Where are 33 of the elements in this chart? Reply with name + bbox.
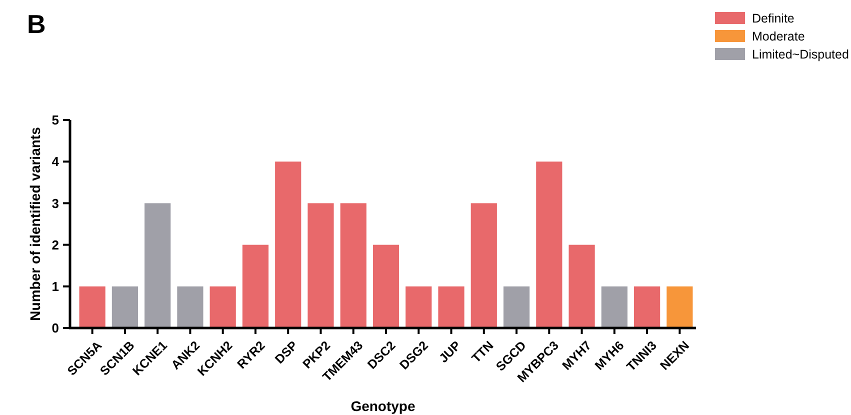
bar [372,244,400,328]
bar [406,286,432,328]
y-tick-label: 4 [52,154,60,170]
x-tick-label: TTN [469,338,496,366]
y-tick-label: 2 [52,237,59,252]
bar [503,286,530,328]
legend-label: Moderate [752,29,805,44]
bar [79,286,106,328]
bar [210,286,236,328]
bar [601,286,628,328]
y-tick-label: 3 [52,196,59,211]
legend-label: Limited~Disputed [752,47,849,62]
bar [438,286,464,328]
bar [144,203,171,328]
bar [666,286,693,328]
bar [242,244,269,328]
bar [634,286,660,328]
y-tick-label: 1 [52,278,59,294]
bar [340,203,366,328]
x-tick-label: JUP [436,338,464,366]
bar [275,162,302,328]
x-axis-title: Genotype [350,398,416,414]
bar [112,286,138,328]
y-tick-label: 0 [52,320,59,336]
chart-title: B [27,9,46,39]
bar [470,203,497,328]
bar [177,286,204,328]
y-axis-title: Number of identified variants [27,126,43,321]
bar [568,244,595,328]
legend-label: Definite [752,11,794,26]
bar [536,162,562,328]
bar [308,203,334,328]
y-tick-label: 5 [52,112,59,128]
